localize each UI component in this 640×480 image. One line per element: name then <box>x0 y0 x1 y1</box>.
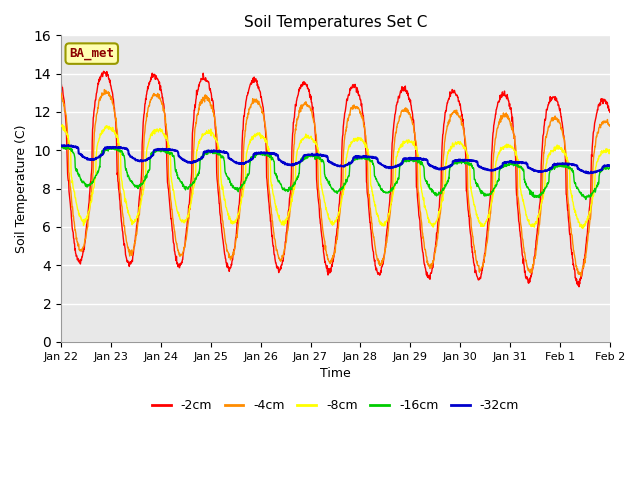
Text: BA_met: BA_met <box>69 47 115 60</box>
Y-axis label: Soil Temperature (C): Soil Temperature (C) <box>15 124 28 253</box>
Legend: -2cm, -4cm, -8cm, -16cm, -32cm: -2cm, -4cm, -8cm, -16cm, -32cm <box>147 394 524 417</box>
Title: Soil Temperatures Set C: Soil Temperatures Set C <box>244 15 427 30</box>
X-axis label: Time: Time <box>320 367 351 380</box>
